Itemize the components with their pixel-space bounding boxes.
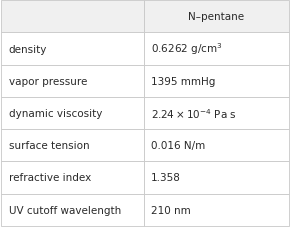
Text: dynamic viscosity: dynamic viscosity [9, 109, 102, 118]
Bar [1, 33, 144, 65]
Text: vapor pressure: vapor pressure [9, 76, 87, 86]
Bar [1, 97, 144, 130]
Text: 0.6262 g/cm$^3$: 0.6262 g/cm$^3$ [151, 41, 222, 57]
Text: 1.358: 1.358 [151, 173, 181, 183]
Text: 1395 mmHg: 1395 mmHg [151, 76, 215, 86]
Bar [144, 162, 289, 194]
Bar [144, 33, 289, 65]
Bar [1, 162, 144, 194]
Bar [1, 130, 144, 162]
Bar [144, 65, 289, 97]
Text: 0.016 N/m: 0.016 N/m [151, 141, 205, 151]
Text: 210 nm: 210 nm [151, 205, 191, 215]
Bar [144, 1, 289, 33]
Text: surface tension: surface tension [9, 141, 89, 151]
Text: UV cutoff wavelength: UV cutoff wavelength [9, 205, 121, 215]
Text: density: density [9, 44, 47, 54]
Text: $2.24\times10^{-4}$ Pa s: $2.24\times10^{-4}$ Pa s [151, 107, 237, 120]
Bar [144, 97, 289, 130]
Bar [1, 65, 144, 97]
Text: N–pentane: N–pentane [188, 12, 244, 22]
Bar [1, 1, 144, 33]
Bar [1, 194, 144, 226]
Bar [144, 194, 289, 226]
Bar [144, 130, 289, 162]
Text: refractive index: refractive index [9, 173, 91, 183]
